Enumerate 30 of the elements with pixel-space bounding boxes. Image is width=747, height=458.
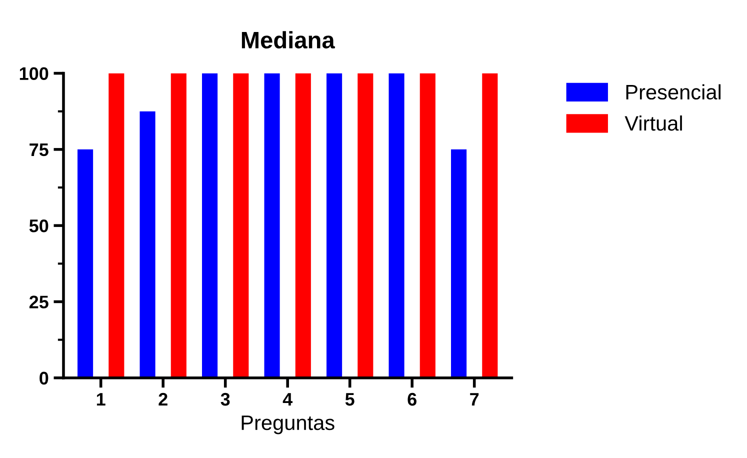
bar xyxy=(388,73,404,378)
bar xyxy=(202,73,218,378)
x-tick-label: 1 xyxy=(96,393,106,406)
y-tick-label: 25 xyxy=(29,296,48,308)
x-tick-label: 4 xyxy=(282,393,293,406)
x-tick-label: 6 xyxy=(408,392,416,406)
bar xyxy=(78,149,94,378)
x-tick-label: 3 xyxy=(220,392,230,406)
bar xyxy=(233,73,249,378)
y-tick-label: 75 xyxy=(30,144,48,156)
y-tick-label: 50 xyxy=(29,220,48,232)
x-tick-label: 5 xyxy=(345,393,354,406)
bar xyxy=(295,73,311,378)
bar xyxy=(140,111,156,378)
bar xyxy=(482,73,498,378)
chart-title: Mediana xyxy=(242,31,335,49)
y-tick-label: 0 xyxy=(40,372,48,385)
y-tick-label: 100 xyxy=(20,67,48,80)
bar xyxy=(358,73,374,378)
x-tick-label: 7 xyxy=(470,393,479,406)
bar xyxy=(170,73,186,378)
bar xyxy=(451,149,467,378)
bar xyxy=(108,73,124,378)
bar xyxy=(264,73,280,378)
legend-label: Presencial xyxy=(626,84,721,100)
x-tick-label: 2 xyxy=(158,392,168,406)
bar xyxy=(326,73,342,378)
x-axis-title: Preguntas xyxy=(242,416,334,434)
bar xyxy=(420,73,436,378)
legend-label: Virtual xyxy=(624,115,682,131)
